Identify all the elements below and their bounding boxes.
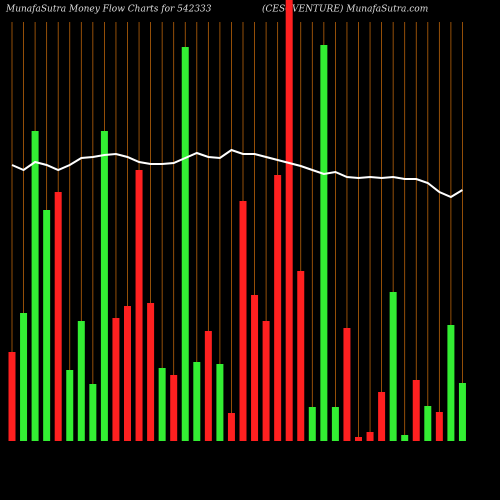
bar [216,364,224,441]
bar [320,45,328,441]
bar [447,325,455,441]
bar [251,295,259,441]
bar [31,131,39,441]
bar [89,384,97,441]
bar [239,201,247,441]
bar [181,47,189,441]
bar [297,271,305,441]
bar [331,407,339,441]
bar [66,370,74,441]
bar [112,318,120,441]
bar [135,170,143,441]
bar [401,435,409,441]
bar [274,175,282,441]
bar [435,412,443,441]
bar [77,321,85,441]
bar [170,375,178,441]
bar [54,192,62,441]
bar [412,380,420,441]
bar [285,0,293,441]
bar [424,406,432,441]
bar [124,306,131,441]
chart-subtitle: (CESCVENTURE) MunafaSutra.com [262,4,428,15]
bar [8,352,16,441]
bar [147,303,155,441]
bar [100,131,108,441]
bar [204,331,212,441]
chart-title: MunafaSutra Money Flow Charts for 542333 [5,5,212,15]
bar [355,437,362,441]
bar [193,362,201,441]
money-flow-line [11,148,463,199]
bar [20,313,28,441]
bar [262,321,270,441]
bar [389,292,397,441]
bar [308,407,316,441]
bar [378,392,386,441]
bar [366,432,374,441]
bar [158,368,166,441]
bar [343,328,351,441]
bar [458,383,466,441]
bar [227,413,235,441]
bar [43,210,51,441]
